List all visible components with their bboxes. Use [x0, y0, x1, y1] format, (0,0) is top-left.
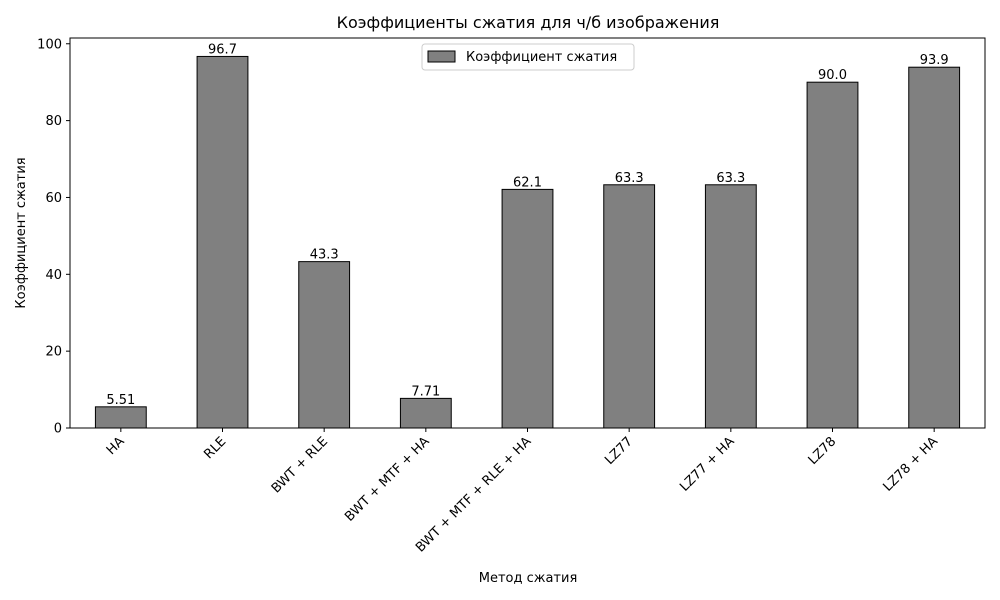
bar [603, 184, 656, 429]
y-tick-label: 100 [37, 37, 62, 52]
data-label: 90.0 [818, 68, 847, 83]
x-tick-label: LZ78 [806, 434, 840, 468]
x-tick-label: BWT + MTF + RLE + HA [413, 434, 534, 555]
x-tick-label: LZ78 + HA [881, 434, 942, 495]
data-label: 96.7 [208, 42, 237, 57]
y-tick-label: 20 [45, 345, 62, 360]
y-axis-label: Коэффициент сжатия [14, 157, 29, 308]
data-label: 7.71 [411, 384, 440, 399]
data-label: 5.51 [106, 393, 135, 408]
y-tick-label: 40 [45, 268, 62, 283]
bar [399, 397, 452, 429]
x-tick-label: RLE [201, 434, 229, 462]
legend-label: Коэффициент сжатия [466, 50, 617, 65]
x-tick-label: HA [104, 434, 128, 458]
bars-layer [94, 55, 961, 429]
bar [298, 261, 351, 429]
x-tick-label: LZ77 + HA [677, 434, 738, 495]
y-tick-label: 60 [45, 191, 62, 206]
bar [704, 184, 757, 429]
bar [908, 66, 961, 429]
data-labels-layer: 5.51 96.7 43.3 7.71 62.1 63.3 63.3 90.0 93.9 [106, 42, 948, 407]
legend-swatch [427, 50, 456, 63]
data-label: 63.3 [615, 171, 644, 186]
bar [806, 81, 859, 429]
bar [501, 188, 554, 429]
y-tick-label: 0 [54, 422, 62, 437]
data-label: 43.3 [310, 248, 339, 263]
data-label: 62.1 [513, 175, 542, 190]
x-tick-label: BWT + RLE [269, 434, 331, 496]
data-label: 93.9 [920, 53, 949, 68]
data-label: 63.3 [716, 171, 745, 186]
bar [94, 406, 147, 429]
x-tick-label: BWT + MTF + HA [342, 434, 432, 524]
x-tick-label: LZ77 [602, 434, 636, 468]
legend: Коэффициент сжатия [421, 43, 635, 71]
x-axis-label: Метод сжатия [479, 571, 578, 586]
y-tick-label: 80 [45, 114, 62, 129]
bar [196, 55, 249, 429]
legend-frame [421, 43, 635, 71]
chart-title: Коэффициенты сжатия для ч/б изображения [337, 13, 720, 32]
